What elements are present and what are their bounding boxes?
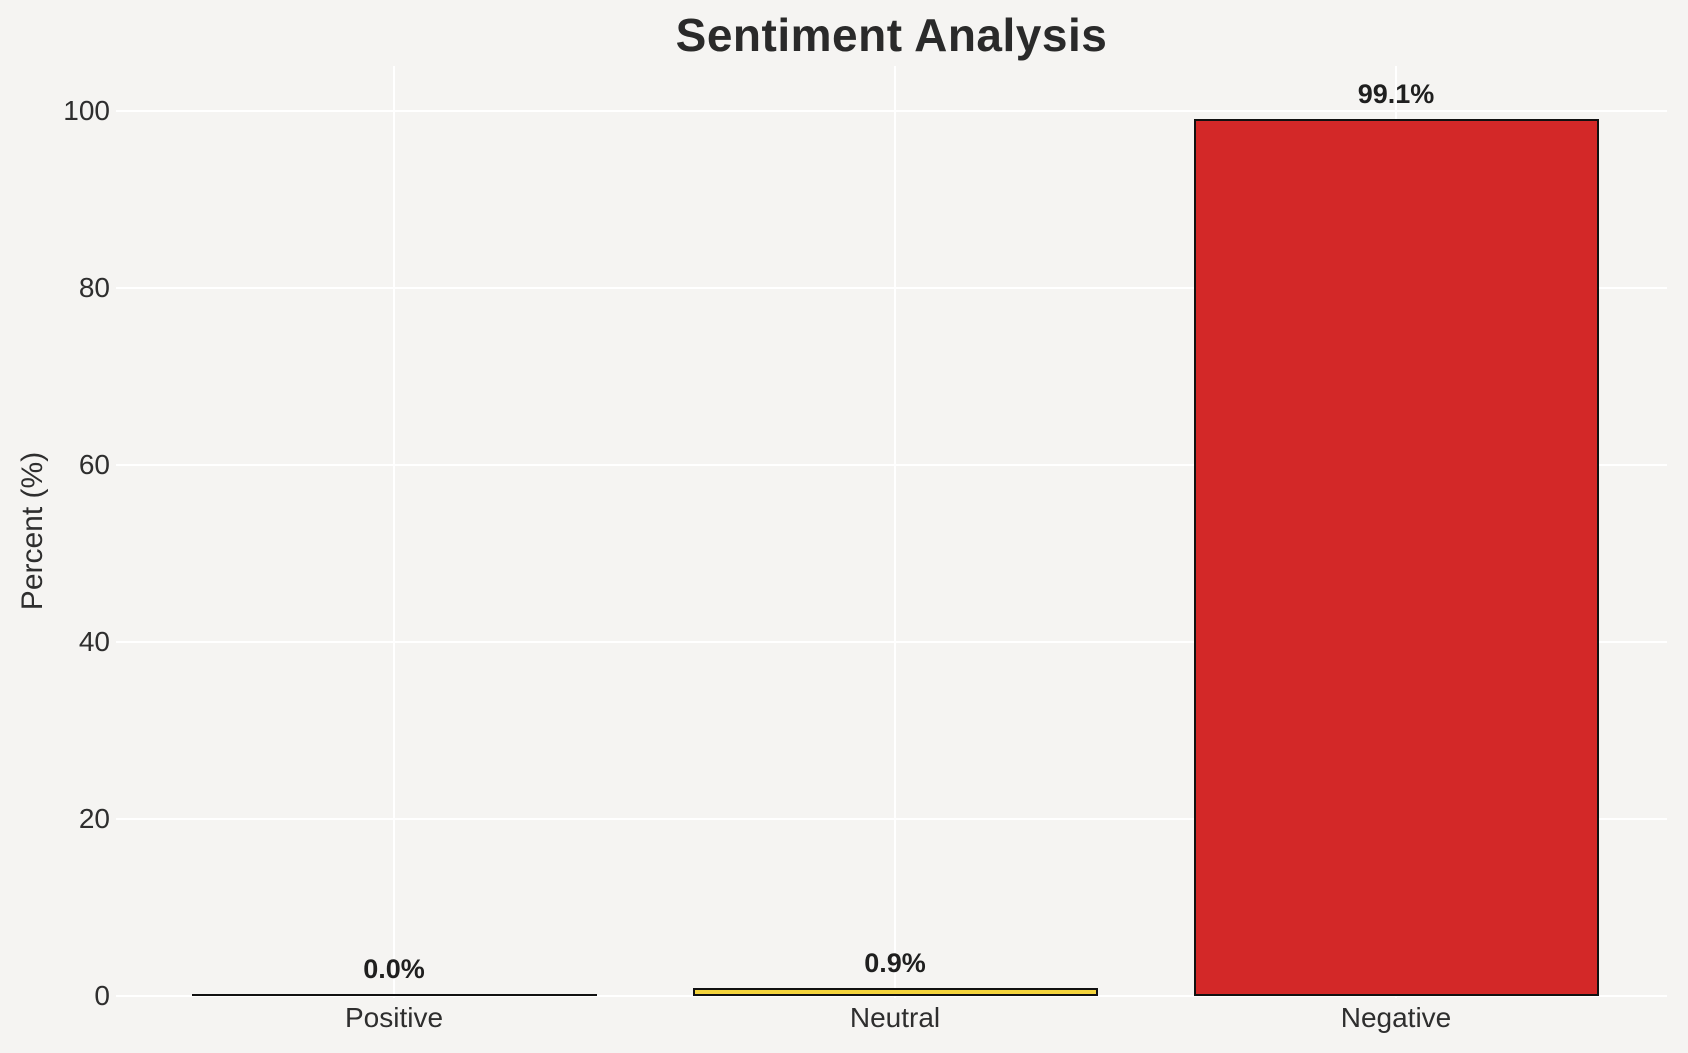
y-tick-label: 40	[78, 626, 110, 657]
y-tick-label: 20	[78, 803, 110, 834]
x-tick-label: Neutral	[849, 1002, 941, 1033]
horizontal-gridline	[116, 287, 1667, 289]
vertical-gridline	[393, 66, 395, 998]
bar-value-label: 99.1%	[1357, 79, 1435, 109]
vertical-gridline	[894, 66, 896, 998]
bar-value-label: 0.0%	[363, 953, 425, 984]
bar-positive[interactable]	[191, 993, 597, 996]
chart-title: Sentiment Analysis	[675, 9, 1108, 61]
horizontal-gridline	[116, 995, 1667, 997]
y-tick-label: 60	[78, 449, 110, 480]
bar-neutral[interactable]	[692, 988, 1098, 996]
y-tick-label: 0	[94, 980, 110, 1011]
y-tick-label: 80	[78, 272, 110, 303]
horizontal-gridline	[116, 641, 1667, 643]
horizontal-gridline	[116, 818, 1667, 820]
bar-value-label: 0.9%	[864, 948, 926, 978]
horizontal-gridline	[116, 464, 1667, 466]
y-tick-label: 100	[63, 95, 110, 126]
x-tick-label: Positive	[344, 1002, 444, 1033]
bar-negative[interactable]	[1193, 119, 1599, 996]
horizontal-gridline	[116, 110, 1667, 112]
x-tick-label: Negative	[1340, 1002, 1452, 1033]
